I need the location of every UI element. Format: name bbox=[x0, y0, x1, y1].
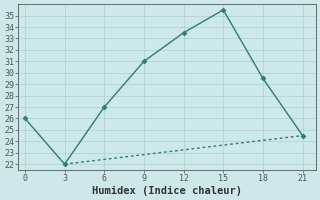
X-axis label: Humidex (Indice chaleur): Humidex (Indice chaleur) bbox=[92, 186, 242, 196]
